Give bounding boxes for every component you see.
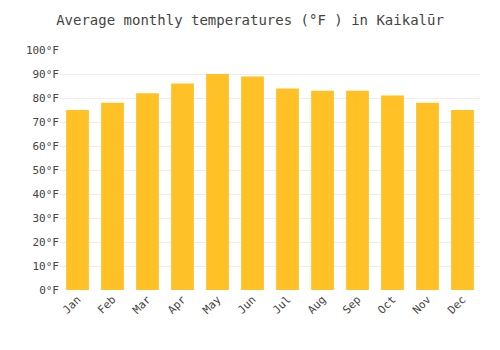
svg-text:70°F: 70°F	[33, 116, 60, 129]
svg-text:Feb: Feb	[95, 293, 118, 316]
svg-text:Oct: Oct	[375, 293, 398, 316]
svg-text:Sep: Sep	[340, 293, 363, 316]
svg-text:Aug: Aug	[305, 293, 328, 316]
svg-text:May: May	[200, 293, 224, 317]
svg-text:50°F: 50°F	[33, 164, 60, 177]
svg-text:100°F: 100°F	[26, 44, 59, 57]
svg-text:Jul: Jul	[270, 293, 293, 316]
svg-text:Nov: Nov	[410, 293, 434, 317]
svg-text:20°F: 20°F	[33, 236, 60, 249]
svg-text:Jun: Jun	[235, 293, 258, 316]
svg-text:Dec: Dec	[445, 293, 468, 316]
svg-text:0°F: 0°F	[39, 284, 59, 297]
svg-text:Mar: Mar	[130, 293, 154, 317]
svg-text:60°F: 60°F	[33, 140, 60, 153]
svg-text:10°F: 10°F	[33, 260, 60, 273]
svg-text:Jan: Jan	[60, 293, 83, 316]
svg-text:30°F: 30°F	[33, 212, 60, 225]
svg-text:90°F: 90°F	[33, 68, 60, 81]
svg-text:Average monthly temperatures (: Average monthly temperatures (°F ) in Ka…	[56, 12, 444, 28]
svg-text:Apr: Apr	[165, 293, 189, 317]
svg-text:40°F: 40°F	[33, 188, 60, 201]
svg-text:80°F: 80°F	[33, 92, 60, 105]
